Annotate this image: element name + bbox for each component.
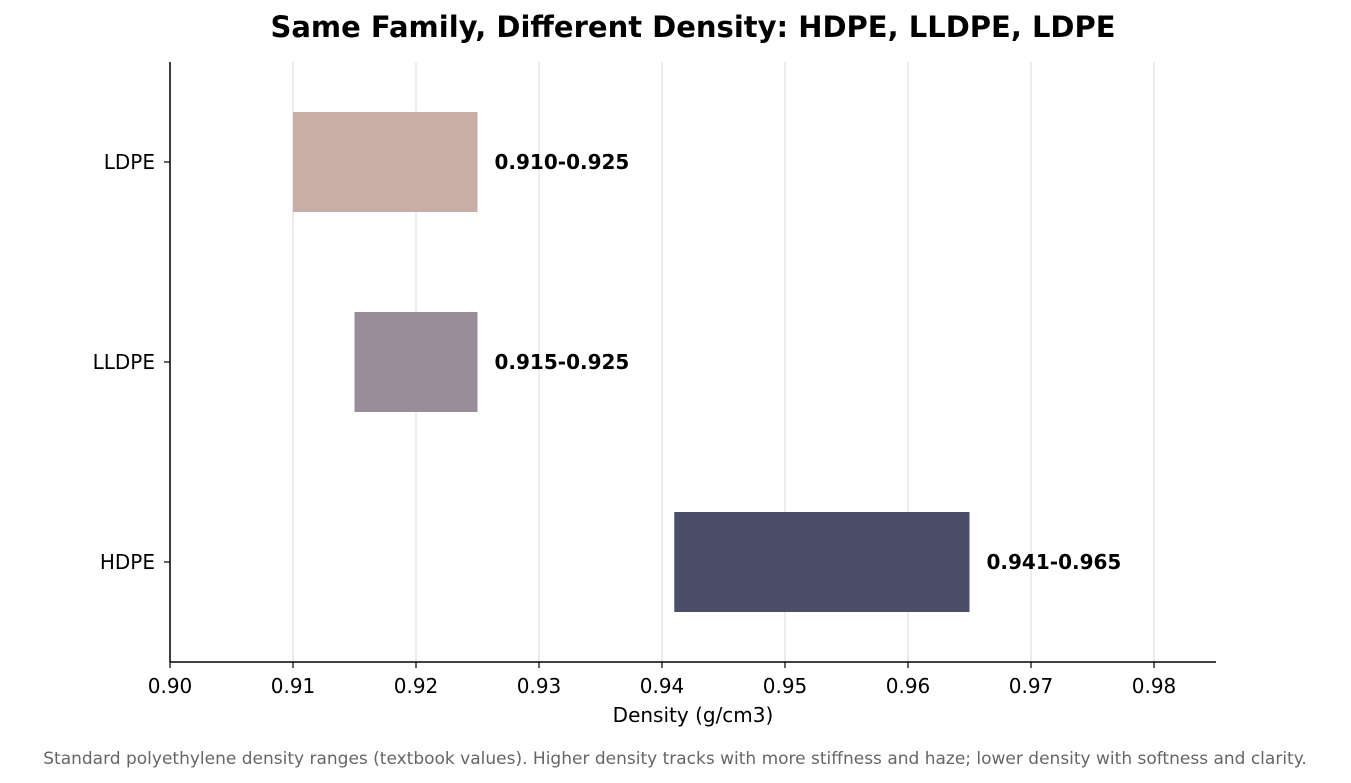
bar-ldpe (293, 112, 478, 212)
x-tick-label: 0.97 (1009, 674, 1054, 698)
bar-hdpe (674, 512, 970, 612)
y-tick-label-ldpe: LDPE (104, 150, 155, 174)
x-tick-label: 0.90 (148, 674, 193, 698)
x-tick-label: 0.93 (517, 674, 562, 698)
x-tick-label: 0.94 (640, 674, 685, 698)
bar-lldpe (354, 312, 478, 412)
x-tick-label: 0.92 (394, 674, 439, 698)
data-label-lldpe: 0.915-0.925 (495, 350, 630, 374)
chart-title: Same Family, Different Density: HDPE, LL… (270, 10, 1115, 44)
y-tick-label-hdpe: HDPE (100, 550, 155, 574)
x-tick-label: 0.98 (1132, 674, 1177, 698)
bars: 0.941-0.965 0.915-0.925 0.910-0.925 (293, 112, 1121, 612)
x-tick-label: 0.91 (271, 674, 316, 698)
x-tick-label: 0.96 (886, 674, 931, 698)
y-tick-label-lldpe: LLDPE (93, 350, 155, 374)
data-label-hdpe: 0.941-0.965 (987, 550, 1122, 574)
x-axis-label: Density (g/cm3) (613, 703, 774, 727)
data-label-ldpe: 0.910-0.925 (495, 150, 630, 174)
x-tick-label: 0.95 (763, 674, 808, 698)
axes: 0.90 0.91 0.92 0.93 0.94 0.95 0.96 0.97 0.98 HDPE… (93, 62, 1216, 698)
chart-caption: Standard polyethylene density ranges (te… (43, 749, 1307, 769)
